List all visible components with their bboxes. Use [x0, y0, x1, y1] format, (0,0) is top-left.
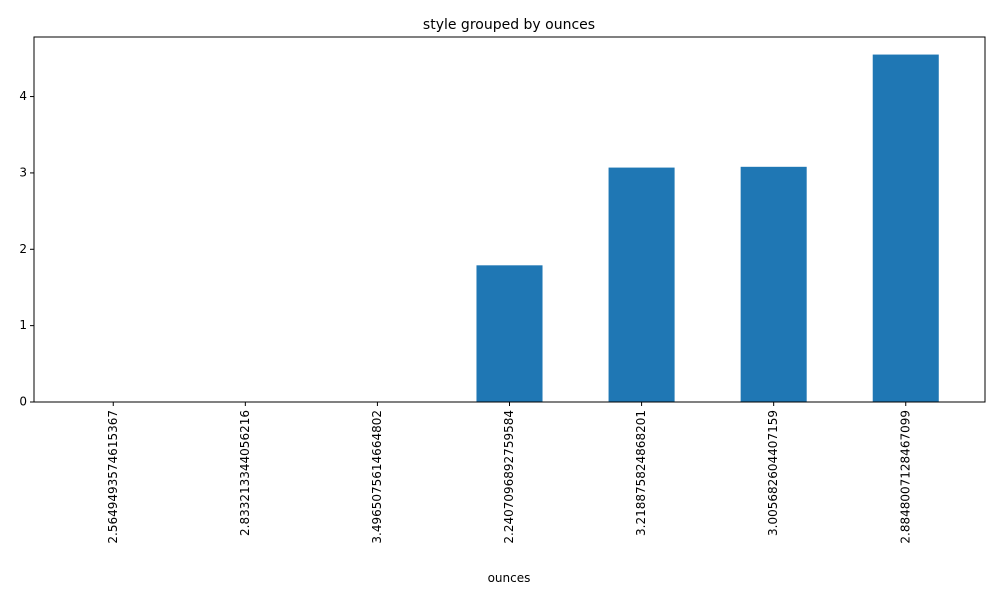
- y-tick-label-3: 3: [19, 165, 27, 179]
- bar-4: [608, 167, 675, 402]
- plot-frame: [33, 36, 986, 403]
- x-tick-label-5: 3.005682604407159: [766, 410, 780, 536]
- y-tick-label-2: 2: [19, 242, 27, 256]
- chart-title: style grouped by ounces: [423, 17, 595, 33]
- y-tick-label-4: 4: [19, 89, 27, 103]
- y-axis: 0 1 2 3 4: [19, 89, 34, 409]
- x-axis-label: ounces: [488, 571, 531, 585]
- bars-group: [476, 54, 939, 403]
- x-tick-label-0: 2.5649493574615367: [106, 410, 120, 544]
- x-tick-label-2: 3.4965075614664802: [370, 410, 384, 544]
- y-tick-label-1: 1: [19, 318, 27, 332]
- y-tick-label-0: 0: [19, 395, 27, 409]
- x-tick-label-4: 3.218875824868201: [634, 410, 648, 536]
- x-tick-label-6: 2.8848007128467099: [898, 410, 912, 544]
- x-tick-label-3: 2.2407096892759584: [502, 410, 516, 544]
- x-tick-label-1: 2.833213344056216: [238, 410, 252, 536]
- bar-6: [872, 54, 939, 403]
- bar-3: [476, 265, 543, 402]
- x-axis: 2.5649493574615367 2.833213344056216 3.496…: [106, 402, 912, 544]
- bar-5: [740, 166, 807, 402]
